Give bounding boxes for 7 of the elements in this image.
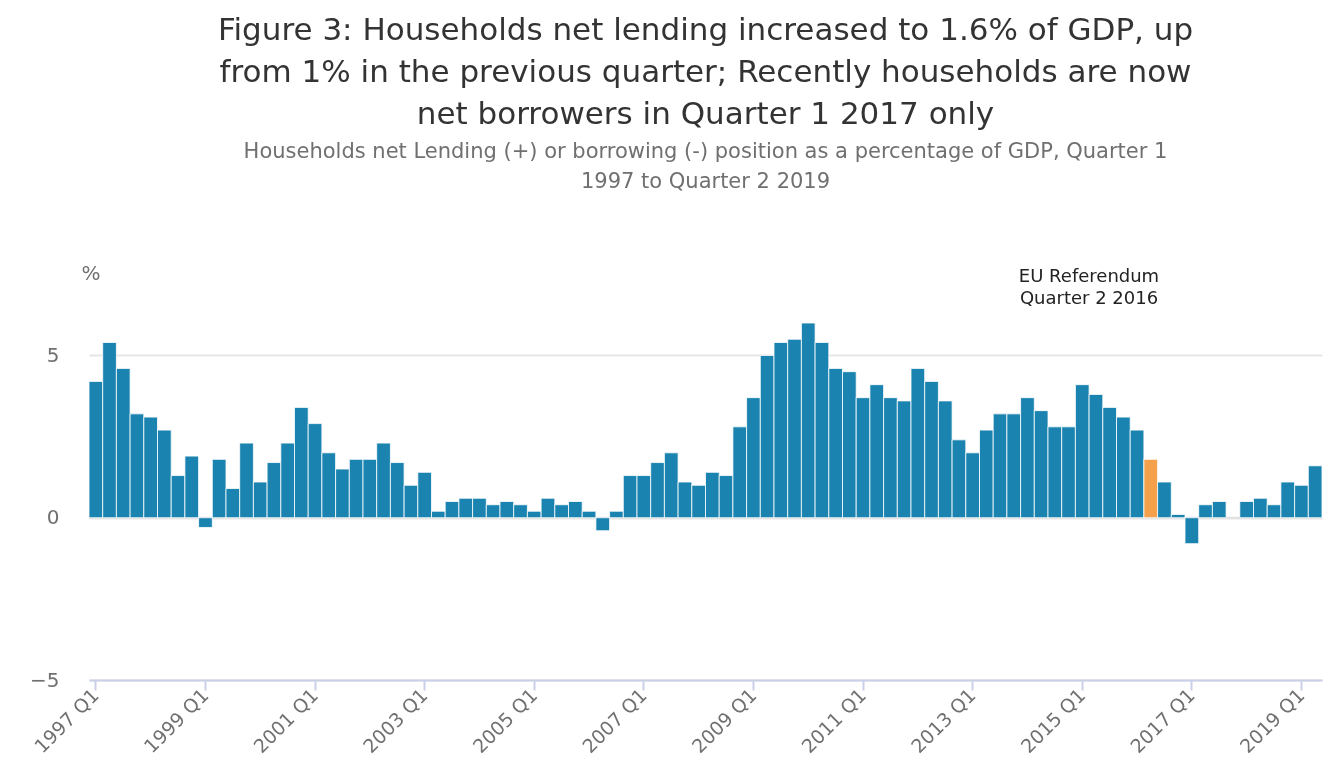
y-tick-label: 0 [46, 505, 60, 530]
y-tick-label: −5 [30, 667, 60, 692]
chart-subtitle: Households net Lending (+) or borrowing (-) position as a percentage of GDP, Quarter 1 1997 to Quarter 2 2019 [243, 139, 1168, 193]
y-axis-title: % [81, 260, 101, 285]
chart-title: Figure 3: Households net lending increased to 1.6% of GDP, up from 1% in the previous quarter; Recently households are now net borrowers in Quarter 1 2017 only [217, 11, 1194, 131]
text: EU Referendum Quarter 2 2016 [1018, 265, 1160, 308]
y-tick-label: 5 [46, 342, 60, 367]
